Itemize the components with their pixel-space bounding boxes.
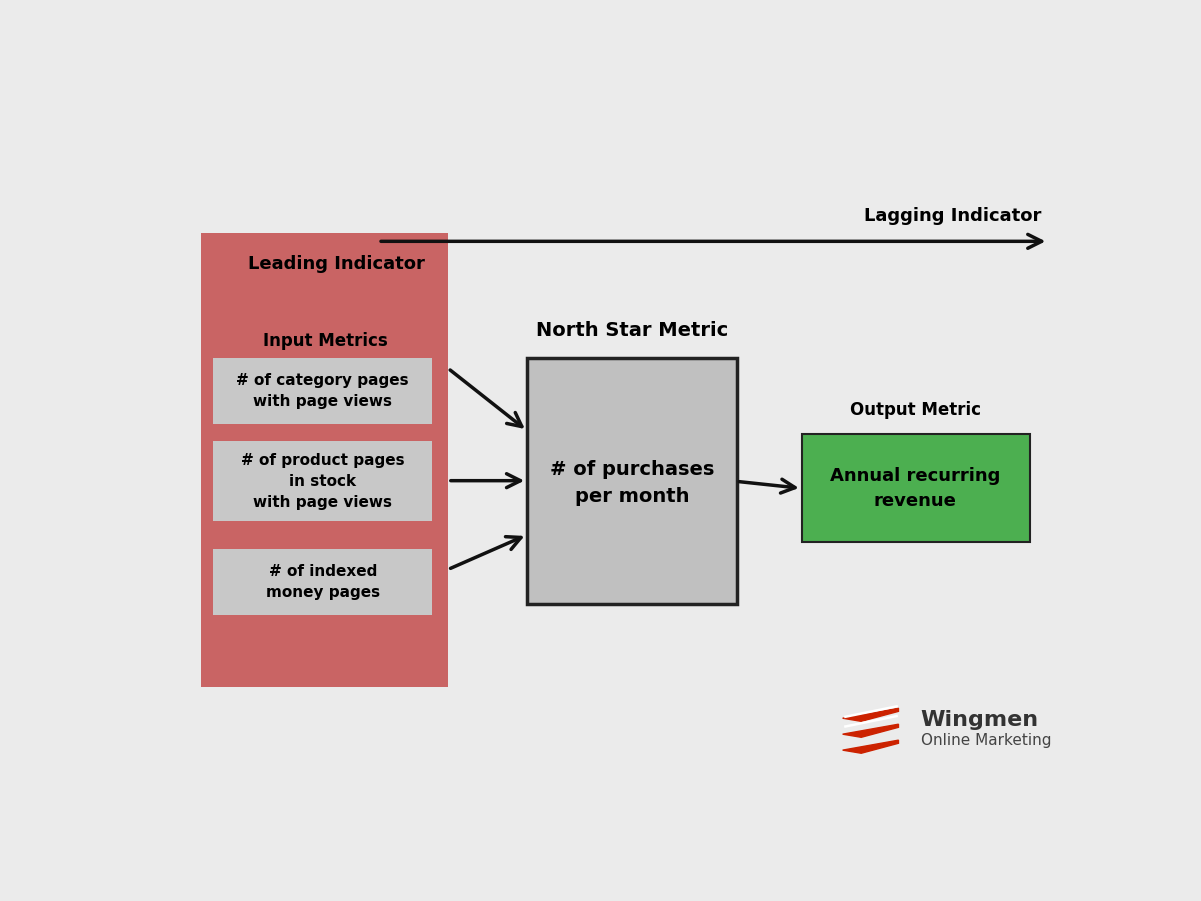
- Text: # of purchases
per month: # of purchases per month: [550, 460, 715, 505]
- Text: # of category pages
with page views: # of category pages with page views: [237, 373, 410, 409]
- FancyBboxPatch shape: [202, 233, 448, 687]
- FancyBboxPatch shape: [214, 441, 432, 521]
- Text: # of product pages
in stock
with page views: # of product pages in stock with page vi…: [241, 452, 405, 510]
- Text: Lagging Indicator: Lagging Indicator: [864, 206, 1041, 224]
- Text: Wingmen: Wingmen: [921, 710, 1039, 730]
- Text: # of indexed
money pages: # of indexed money pages: [265, 564, 380, 600]
- Text: North Star Metric: North Star Metric: [536, 321, 728, 340]
- FancyBboxPatch shape: [214, 549, 432, 614]
- FancyBboxPatch shape: [802, 434, 1029, 542]
- Text: Output Metric: Output Metric: [850, 401, 981, 419]
- Polygon shape: [843, 740, 898, 753]
- Text: Leading Indicator: Leading Indicator: [247, 255, 425, 273]
- FancyBboxPatch shape: [527, 358, 736, 605]
- Polygon shape: [843, 724, 898, 737]
- Text: Input Metrics: Input Metrics: [263, 332, 388, 350]
- Polygon shape: [843, 708, 898, 722]
- Text: Online Marketing: Online Marketing: [921, 733, 1051, 749]
- FancyBboxPatch shape: [214, 358, 432, 423]
- Text: Annual recurring
revenue: Annual recurring revenue: [830, 467, 1000, 510]
